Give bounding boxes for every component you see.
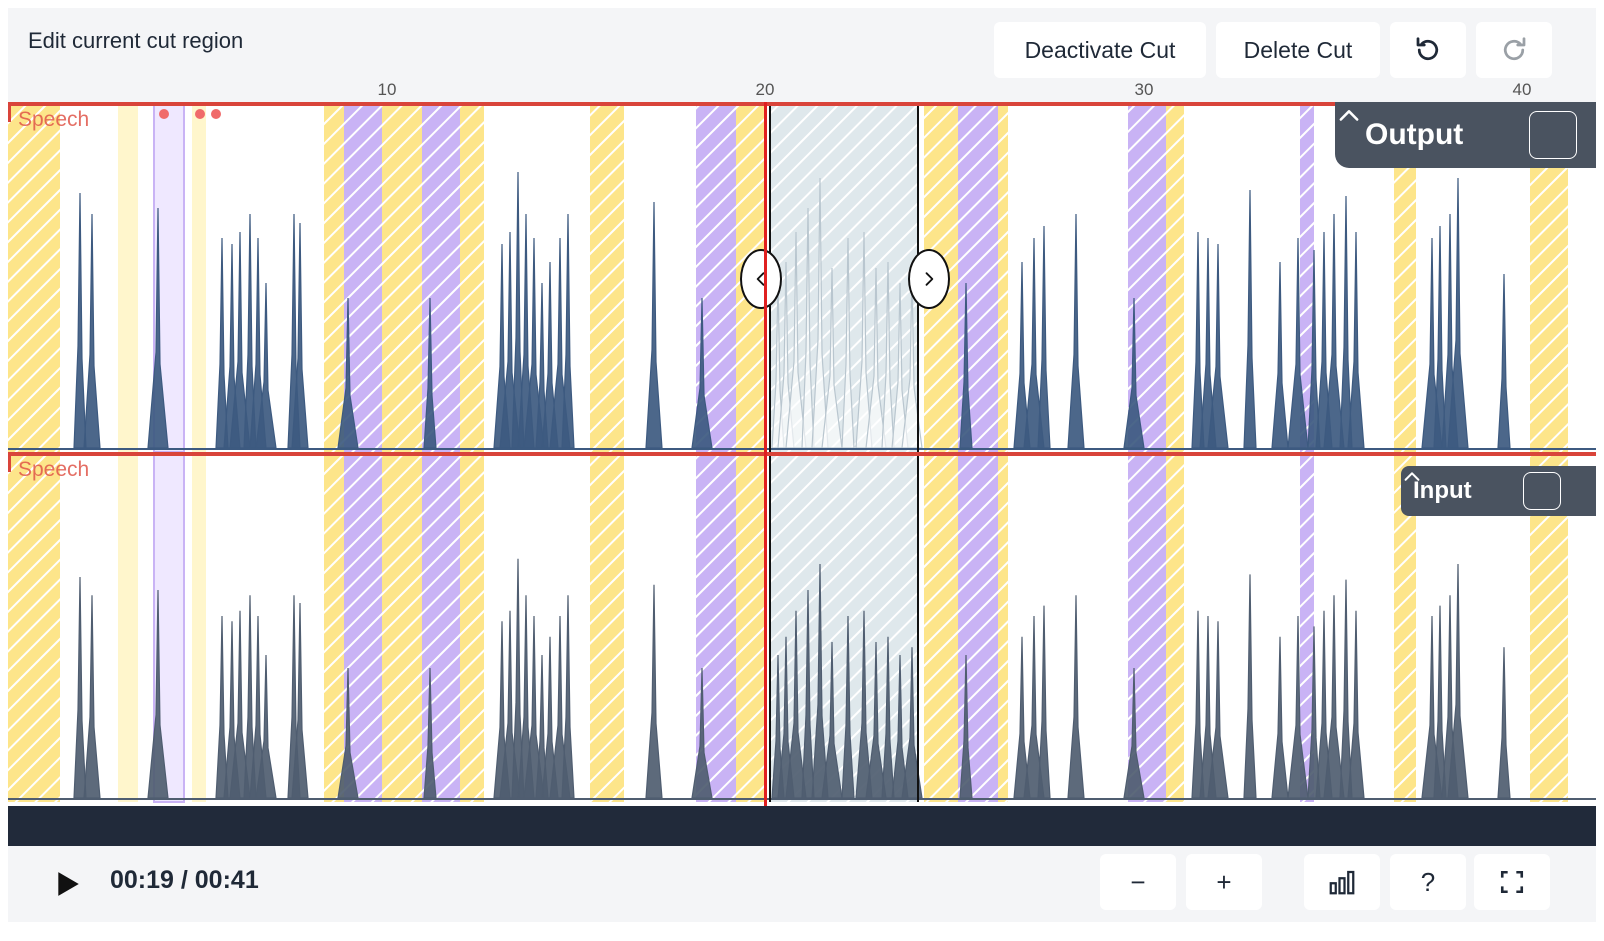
waveform-peak — [1271, 261, 1289, 449]
bar-chart-icon — [1329, 870, 1355, 895]
waveform-peak — [1037, 225, 1051, 449]
input-track-badge: Input — [1401, 466, 1596, 516]
redo-button[interactable] — [1476, 22, 1552, 78]
time-readout: 00:19 / 00:41 — [110, 866, 259, 894]
speech-band-hatch — [590, 452, 624, 802]
speech-band-hatch — [460, 452, 484, 802]
chevron-left-icon — [756, 272, 765, 286]
undo-button[interactable] — [1390, 22, 1466, 78]
waveform-peak — [1347, 610, 1365, 799]
speech-track-topline — [8, 102, 1596, 106]
player-controls: 00:19 / 00:41 − + ? — [8, 846, 1596, 922]
output-waveform — [8, 102, 1596, 453]
output-track-name: Output — [1365, 118, 1464, 151]
speech-band-hatch — [460, 102, 484, 452]
waveform-peak — [561, 213, 575, 449]
output-collapse-button[interactable] — [1339, 110, 1577, 159]
speech-band-hatch — [1394, 102, 1416, 452]
waveform-peak — [73, 576, 87, 799]
play-icon — [58, 872, 79, 896]
input-waveform — [8, 452, 1596, 803]
toolbar: Edit current cut region Deactivate Cut D… — [8, 8, 1596, 78]
play-button[interactable] — [48, 864, 88, 904]
zoom-in-button[interactable]: + — [1186, 854, 1262, 910]
waveform-peak — [1497, 273, 1511, 449]
speech-band-hatch — [8, 102, 60, 452]
waveform-peak — [1207, 243, 1229, 449]
waveform-peak — [645, 201, 663, 449]
waveform-peak — [1243, 189, 1257, 449]
redo-icon — [1503, 37, 1526, 61]
speech-band-hatch — [1166, 102, 1184, 452]
undo-icon — [1416, 37, 1439, 61]
zoom-out-button[interactable]: − — [1100, 854, 1176, 910]
waveform-peak — [73, 192, 87, 449]
input-track-name: Input — [1413, 477, 1472, 504]
waveform-peak — [1037, 605, 1051, 799]
chevron-up-icon — [1339, 110, 1359, 121]
waveform-peak — [1271, 636, 1289, 799]
marker-dot[interactable] — [211, 109, 221, 119]
speech-label: Speech — [18, 108, 90, 131]
waveform-peak — [1067, 213, 1085, 449]
speech-band-hatch — [324, 102, 344, 452]
chevron-up-icon — [1404, 472, 1420, 481]
speech-track-marker — [8, 452, 11, 472]
speech-band-hatch — [998, 102, 1008, 452]
cut-end-handle[interactable] — [908, 249, 950, 309]
marker-dot[interactable] — [195, 109, 205, 119]
help-button[interactable]: ? — [1390, 854, 1466, 910]
speech-track-marker — [8, 102, 11, 122]
speech-track-topline — [8, 452, 1596, 456]
marker-band — [118, 452, 138, 802]
timeline-ruler[interactable]: 10 20 30 40 — [8, 78, 1596, 104]
speech-band-hatch — [998, 452, 1008, 802]
ruler-tick: 40 — [1512, 80, 1532, 99]
waveform-peak — [1347, 231, 1365, 449]
marker-band — [192, 102, 206, 452]
playhead[interactable] — [764, 102, 767, 806]
output-track[interactable]: Speech Output — [8, 102, 1596, 458]
delete-cut-button[interactable]: Delete Cut — [1216, 22, 1380, 78]
speech-band-hatch — [1394, 452, 1416, 802]
ruler-tick: 10 — [377, 80, 397, 99]
speech-label: Speech — [18, 458, 90, 481]
ruler-tick: 30 — [1134, 80, 1154, 99]
waveform-peak — [83, 213, 101, 449]
output-track-badge: Output — [1335, 102, 1596, 168]
filler-band-hatch — [1300, 102, 1314, 452]
input-track[interactable]: Speech Input — [8, 452, 1596, 808]
speech-band-hatch — [736, 452, 764, 802]
marker-dot[interactable] — [159, 109, 169, 119]
speech-band-hatch — [324, 452, 344, 802]
speech-band-hatch — [382, 102, 422, 452]
waveform-peak — [1067, 595, 1085, 799]
waveform-peak — [1243, 574, 1257, 799]
marker-band — [118, 102, 138, 452]
speech-band-hatch — [924, 452, 958, 802]
waveform-peak — [1497, 647, 1511, 799]
waveform-peak — [645, 584, 663, 799]
marker-band — [192, 452, 206, 802]
waveform-peak — [561, 595, 575, 799]
speech-band-hatch — [590, 102, 624, 452]
overview-band[interactable] — [8, 806, 1596, 846]
waveform-peak — [1207, 621, 1229, 799]
filler-band-hatch — [1300, 452, 1314, 802]
speech-band-hatch — [382, 452, 422, 802]
speech-band-hatch — [8, 452, 60, 802]
waveform-peak — [83, 595, 101, 799]
speech-band-hatch — [1166, 452, 1184, 802]
chevron-right-icon — [925, 272, 934, 286]
deactivate-cut-button[interactable]: Deactivate Cut — [994, 22, 1206, 78]
cut-start-handle[interactable] — [740, 249, 782, 309]
toolbar-title: Edit current cut region — [28, 28, 244, 53]
fullscreen-icon — [1500, 870, 1524, 894]
input-collapse-button[interactable] — [1404, 472, 1561, 510]
fullscreen-button[interactable] — [1474, 854, 1550, 910]
levels-button[interactable] — [1304, 854, 1380, 910]
ruler-tick: 20 — [755, 80, 775, 99]
